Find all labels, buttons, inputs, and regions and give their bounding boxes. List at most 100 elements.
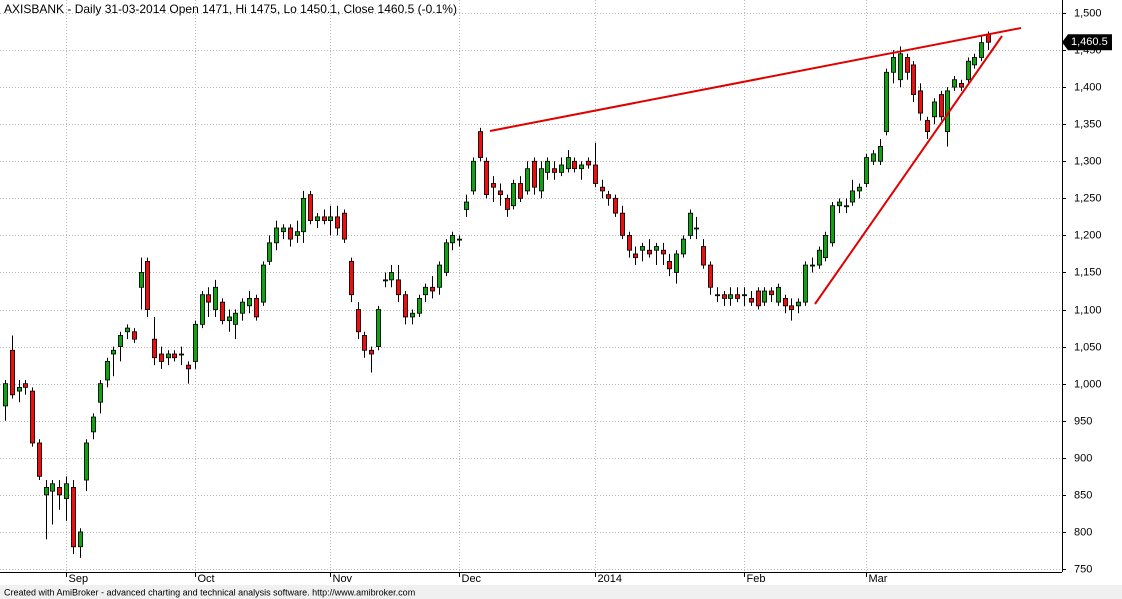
x-tick-label: Sep [69, 573, 89, 585]
candle-body [138, 272, 145, 288]
candle-body [104, 361, 111, 381]
candle-body [382, 279, 389, 282]
candle-body [232, 312, 239, 325]
y-tick-label: 1,100 [1074, 304, 1102, 316]
y-tick-label: 950 [1074, 415, 1092, 427]
candle-body [2, 383, 9, 407]
y-tick-label: 900 [1074, 452, 1092, 464]
candle-body [90, 416, 97, 433]
candle-body [212, 286, 219, 310]
candle-body [388, 272, 395, 281]
candle-body [110, 349, 117, 355]
candle-body [36, 442, 43, 477]
candle-body [904, 57, 911, 73]
x-tick-label: Nov [333, 573, 353, 585]
candle-body [83, 442, 90, 481]
candle-body [348, 260, 355, 296]
candle-body [870, 153, 877, 162]
y-tick-label: 1,050 [1074, 341, 1102, 353]
candle-body [29, 390, 36, 444]
last-price-badge [1062, 34, 1112, 51]
candle-body [416, 298, 423, 314]
candle-body [863, 157, 870, 184]
last-price-label: 1,460.5 [1071, 36, 1108, 48]
candle-body [707, 264, 714, 288]
candle-body [788, 305, 795, 310]
candle-body [368, 349, 375, 355]
candle-body [171, 353, 178, 359]
candle-body [693, 227, 700, 230]
candle-body [985, 34, 992, 43]
candle-body [646, 249, 653, 255]
candle-body [592, 164, 599, 184]
candle-body [632, 253, 639, 259]
candle-body [666, 260, 673, 270]
candle-body [294, 231, 301, 236]
candle-body [551, 168, 558, 173]
candle-body [117, 335, 124, 348]
candle-body [77, 531, 84, 548]
candle-body [449, 234, 456, 244]
candle-body [565, 157, 572, 170]
candle-body [727, 294, 734, 299]
candle-body [395, 279, 402, 296]
candle-body [578, 164, 585, 170]
y-tick-label: 1,400 [1074, 81, 1102, 93]
candle-body [721, 294, 728, 299]
candle-body [714, 294, 721, 297]
candle-body [517, 183, 524, 199]
candle-body [680, 238, 687, 255]
candle-body [165, 353, 172, 359]
candle-body [355, 309, 362, 333]
candle-body [524, 168, 531, 192]
candle-body [897, 53, 904, 81]
candle-body [429, 286, 436, 292]
candle-body [687, 212, 694, 236]
candle-body [741, 294, 748, 297]
candle-body [660, 249, 667, 255]
candle-body [809, 264, 816, 267]
candle-body [877, 146, 884, 162]
candle-body [816, 249, 823, 266]
candle-body [361, 335, 368, 351]
candle-body [43, 487, 50, 496]
candle-body [246, 298, 253, 307]
candle-body [951, 79, 958, 88]
candle-body [327, 216, 334, 221]
candle-body [131, 331, 138, 340]
candle-body [978, 42, 985, 58]
candle-body [334, 216, 341, 229]
candle-body [782, 298, 789, 307]
candle-body [63, 483, 70, 499]
candle-body [144, 260, 151, 310]
candle-body [219, 301, 226, 322]
candle-body [958, 83, 965, 88]
candle-body [829, 205, 836, 244]
candle-body [497, 190, 504, 196]
x-tick-label: Oct [198, 573, 215, 585]
candle-body [748, 298, 755, 303]
candle-body [504, 197, 511, 210]
candle-body [483, 160, 490, 196]
candle-body [260, 264, 267, 303]
candle-body [280, 227, 287, 233]
candle-body [917, 90, 924, 114]
candle-body [70, 487, 77, 548]
candle-body [470, 160, 477, 192]
x-tick-label: 2014 [598, 573, 622, 585]
candle-body [822, 234, 829, 259]
footer: Created with AmiBroker - advanced charti… [4, 587, 415, 597]
candle-body [775, 286, 782, 303]
x-tick-label: Feb [747, 573, 766, 585]
candle-body [192, 323, 199, 362]
candle-body [802, 264, 809, 303]
candle-body [158, 353, 165, 362]
candle-body [422, 286, 429, 296]
candle-body [612, 197, 619, 214]
candle-body [463, 201, 470, 210]
y-tick-label: 1,000 [1074, 378, 1102, 390]
candle-body [639, 246, 646, 251]
candle-body [700, 246, 707, 266]
footer-bar [0, 585, 1122, 599]
